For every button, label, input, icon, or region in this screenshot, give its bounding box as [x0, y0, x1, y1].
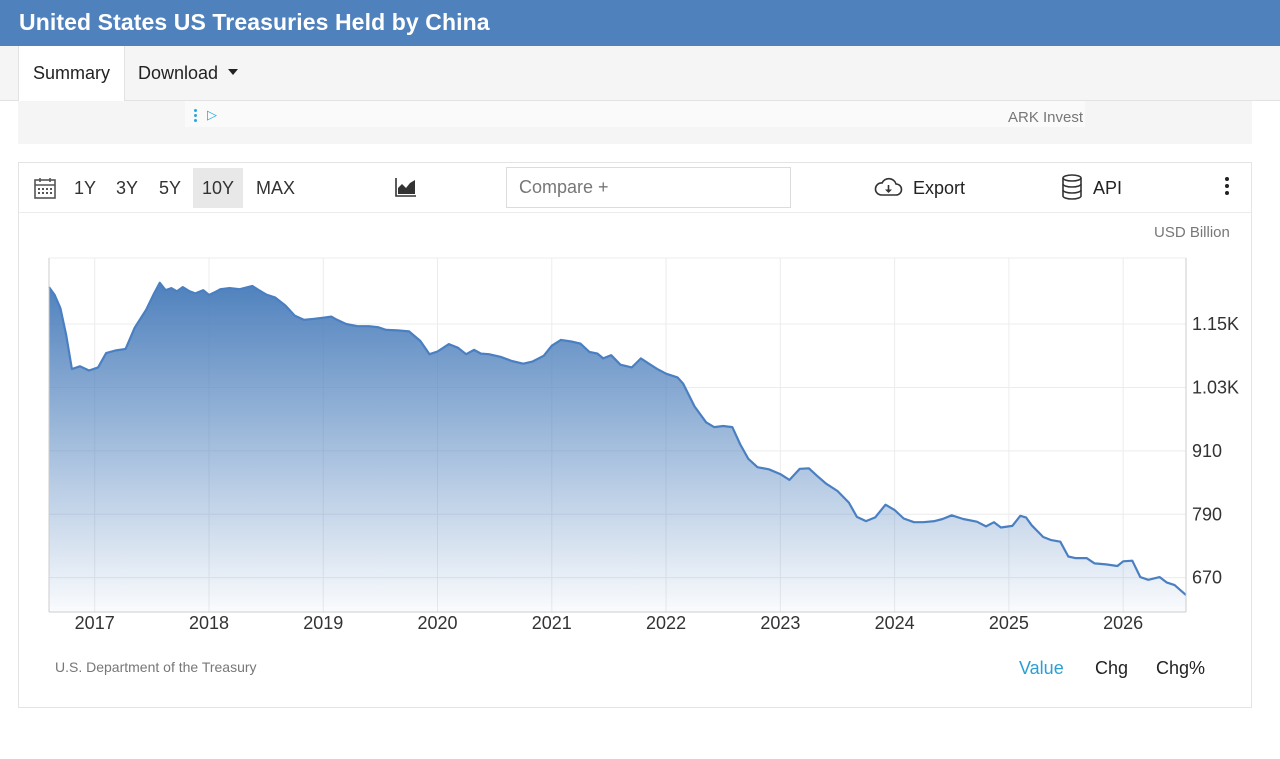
x-tick-label: 2026	[1103, 613, 1143, 633]
ad-sponsor[interactable]: ARK Invest	[1008, 109, 1084, 126]
tab-download[interactable]: Download	[138, 46, 239, 100]
range-10y-button[interactable]: 10Y	[193, 168, 244, 208]
ad-choices-icon[interactable]: ▷	[207, 107, 217, 122]
tab-download-label: Download	[138, 63, 219, 83]
mode-value-tab[interactable]: Value	[1019, 658, 1064, 678]
database-icon	[1062, 174, 1082, 201]
api-label: API	[1093, 178, 1123, 198]
y-tick-label: 670	[1192, 568, 1222, 588]
title-bar: United States US Treasuries Held by Chin…	[0, 0, 1280, 46]
x-tick-label: 2021	[532, 613, 572, 633]
x-tick-label: 2017	[75, 613, 115, 633]
compare-field[interactable]	[506, 167, 791, 208]
mode-chg-pct-tab[interactable]: Chg%	[1156, 658, 1206, 678]
y-tick-label: 910	[1192, 441, 1222, 461]
ad-banner[interactable]: ▷ ARK Invest	[18, 101, 1252, 144]
x-tick-label: 2023	[760, 613, 800, 633]
y-tick-label: 1.03K	[1192, 377, 1239, 397]
ad-options-icon[interactable]	[194, 109, 198, 122]
y-tick-label: 790	[1192, 504, 1222, 524]
more-options-icon[interactable]	[1222, 177, 1232, 199]
range-3y-button[interactable]: 3Y	[116, 178, 139, 198]
unit-label: USD Billion	[1154, 224, 1230, 241]
x-tick-label: 2025	[989, 613, 1029, 633]
export-button[interactable]: Export	[873, 168, 965, 208]
line-chart: 670 790 910 1.03K 1.15K 2017 2018 2019 2020 2021 2…	[48, 257, 1239, 633]
chart-card: 1Y 3Y 5Y 10Y MAX Export API	[18, 162, 1252, 708]
chart-toolbar: 1Y 3Y 5Y 10Y MAX Export API	[19, 163, 1251, 213]
x-tick-label: 2024	[875, 613, 915, 633]
series-line	[48, 281, 1187, 596]
cloud-download-icon	[874, 178, 903, 197]
series-area	[49, 282, 1186, 612]
x-tick-label: 2022	[646, 613, 686, 633]
tab-bar: Summary Download	[0, 46, 1280, 101]
page-title: United States US Treasuries Held by Chin…	[19, 9, 490, 35]
source-label: U.S. Department of the Treasury	[55, 659, 257, 675]
tab-summary[interactable]: Summary	[18, 46, 125, 101]
x-tick-label: 2018	[189, 613, 229, 633]
x-tick-label: 2020	[417, 613, 457, 633]
range-max-button[interactable]: MAX	[256, 178, 296, 198]
range-1y-button[interactable]: 1Y	[74, 178, 97, 198]
compare-input[interactable]	[507, 168, 790, 207]
range-5y-button[interactable]: 5Y	[159, 178, 182, 198]
x-tick-label: 2019	[303, 613, 343, 633]
calendar-icon[interactable]	[33, 176, 57, 200]
area-chart-icon[interactable]	[395, 177, 417, 197]
mode-chg-tab[interactable]: Chg	[1095, 658, 1129, 678]
ad-content[interactable]	[185, 101, 1085, 127]
y-tick-label: 1.15K	[1192, 314, 1239, 334]
export-label: Export	[913, 178, 966, 198]
caret-down-icon	[228, 69, 239, 76]
api-button[interactable]: API	[1061, 168, 1122, 208]
